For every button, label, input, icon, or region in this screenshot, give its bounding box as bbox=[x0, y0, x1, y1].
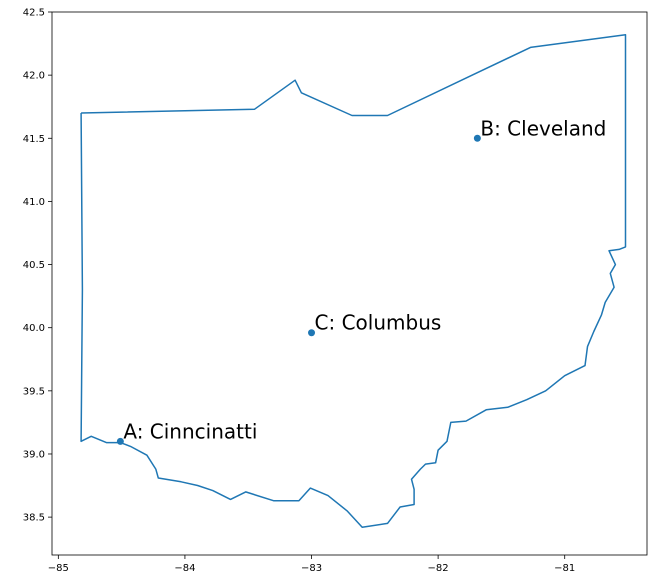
y-tick-label: 39.0 bbox=[23, 449, 45, 460]
y-tick-label: 39.5 bbox=[23, 386, 45, 397]
x-tick-label: −85 bbox=[48, 563, 69, 574]
x-tick-label: −84 bbox=[174, 563, 195, 574]
ohio-boundary-line bbox=[80, 33, 627, 528]
state-boundary-layer bbox=[80, 33, 627, 528]
y-tick-label: 41.5 bbox=[23, 134, 45, 145]
x-tick-label: −83 bbox=[301, 563, 322, 574]
y-tick-label: 40.5 bbox=[23, 260, 45, 271]
x-tick-label: −82 bbox=[428, 563, 449, 574]
city-marker bbox=[116, 437, 124, 445]
x-tick-label: −81 bbox=[554, 563, 575, 574]
y-tick-label: 40.0 bbox=[23, 323, 45, 334]
city-label: C: Columbus bbox=[315, 311, 442, 335]
city-label: A: Cinncinatti bbox=[123, 419, 257, 443]
y-tick-label: 38.5 bbox=[23, 513, 45, 524]
city-marker bbox=[473, 134, 481, 142]
y-tick-label: 41.0 bbox=[23, 197, 45, 208]
x-axis-ticks: −85 −84 −83 −82 −81 bbox=[48, 555, 575, 574]
city-label: B: Cleveland bbox=[480, 116, 606, 140]
city-marker bbox=[308, 329, 316, 337]
y-tick-label: 42.5 bbox=[23, 8, 45, 19]
y-axis-ticks: 38.5 39.0 39.5 40.0 40.5 41.0 41.5 42.0 42.5 bbox=[23, 8, 52, 524]
y-tick-label: 42.0 bbox=[23, 71, 45, 82]
city-points-layer: A: Cinncinatti B: Cleveland C: Columbus bbox=[116, 116, 606, 445]
axes-frame bbox=[51, 11, 648, 556]
